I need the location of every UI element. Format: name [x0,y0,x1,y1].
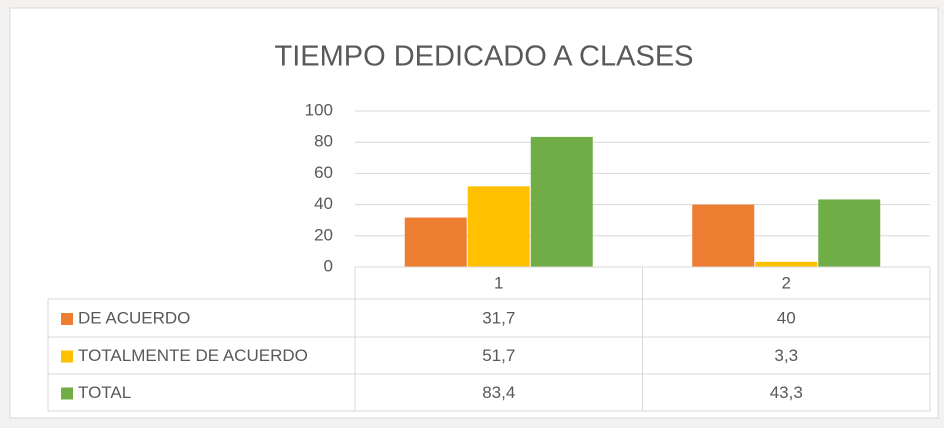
chart-title: TIEMPO DEDICADO A CLASES [275,41,694,73]
legend-swatch [61,313,73,325]
legend-label: TOTAL [78,383,131,402]
table-value: 3,3 [774,346,798,365]
y-tick-label: 20 [314,225,333,244]
bar [467,186,530,267]
legend-swatch [61,350,73,363]
x-tick-label: 1 [494,273,503,292]
x-tick-label: 2 [782,273,791,292]
table-value: 83,4 [482,383,515,402]
bar [692,204,755,267]
y-tick-label: 80 [314,132,333,151]
bar [404,217,467,267]
bar [755,261,818,267]
y-tick-label: 40 [314,194,333,213]
table-value: 31,7 [482,308,515,327]
y-tick-label: 60 [314,163,333,182]
y-tick-label: 100 [305,100,333,119]
legend-label: DE ACUERDO [78,308,190,327]
table-value: 51,7 [482,346,515,365]
y-tick-label: 0 [324,256,333,275]
legend-label: TOTALMENTE DE ACUERDO [78,346,308,365]
table-value: 40 [777,308,796,327]
bar [530,136,593,267]
legend-swatch [61,387,73,400]
table-value: 43,3 [770,383,803,402]
bar [818,199,881,267]
